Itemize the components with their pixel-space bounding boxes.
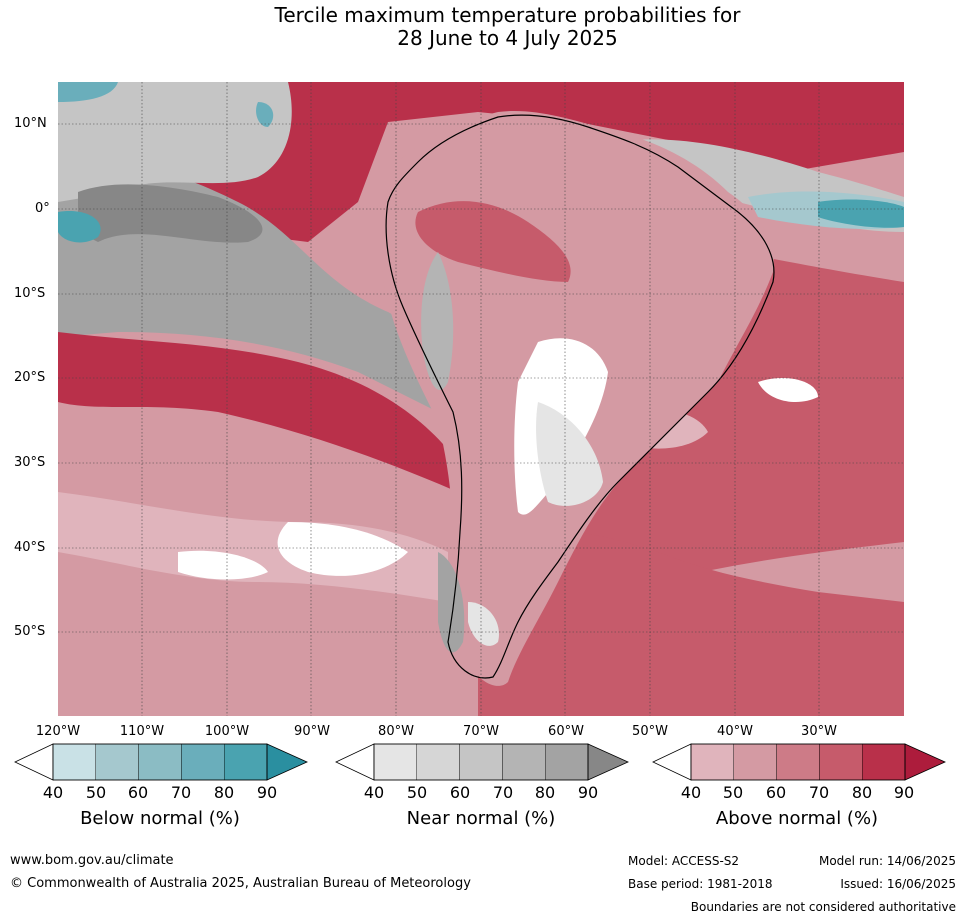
colorbar-outline [373, 743, 589, 781]
lat-label-0: 0° [35, 201, 50, 216]
lon-label-100w: 100°W [204, 724, 250, 739]
colorbar-segment-4 [181, 743, 225, 781]
lon-label-80w: 80°W [378, 724, 414, 739]
near-tick-90: 90 [577, 783, 599, 802]
issued-date: Issued: 16/06/2025 [840, 877, 956, 891]
colorbar-segment-1 [690, 743, 734, 781]
colorbar-upper-extension [266, 743, 308, 781]
continent-shading [380, 111, 774, 686]
lon-label-40w: 40°W [717, 724, 753, 739]
map-title: Tercile maximum temperature probabilitie… [0, 4, 965, 50]
near-tick-60: 60 [449, 783, 471, 802]
lat-label-20s: 20°S [14, 370, 46, 385]
boundaries-disclaimer: Boundaries are not considered authoritat… [690, 900, 956, 914]
near-normal-title: Near normal (%) [406, 808, 556, 829]
colorbar-segment-3 [776, 743, 820, 781]
colorbar-segment-1 [373, 743, 417, 781]
below-tick-70: 70 [170, 783, 192, 802]
colorbar-outline [690, 743, 906, 781]
lon-label-50w: 50°W [632, 724, 668, 739]
colorbar-below-normal [14, 743, 308, 781]
below-tick-90: 90 [256, 783, 278, 802]
colorbar-segment-3 [459, 743, 503, 781]
colorbar-near-normal [335, 743, 629, 781]
above-normal-title: Above normal (%) [715, 808, 879, 829]
colorbar-lower-extension [652, 743, 692, 781]
above-tick-40: 40 [680, 783, 702, 802]
lon-label-120w: 120°W [35, 724, 81, 739]
colorbar-segment-2 [733, 743, 777, 781]
colorbar-segment-1 [52, 743, 96, 781]
model-name: Model: ACCESS-S2 [628, 854, 740, 868]
colorbar-lower-extension [14, 743, 54, 781]
lon-label-110w: 110°W [119, 724, 165, 739]
below-tick-40: 40 [42, 783, 64, 802]
colorbar-segment-5 [544, 743, 589, 781]
lon-label-60w: 60°W [548, 724, 584, 739]
lat-label-30s: 30°S [14, 455, 46, 470]
lat-label-50s: 50°S [14, 624, 46, 639]
colorbar-upper-extension [904, 743, 946, 781]
colorbar-lower-extension [335, 743, 375, 781]
lon-label-90w: 90°W [294, 724, 330, 739]
title-line-1: Tercile maximum temperature probabilitie… [274, 3, 741, 27]
colorbar-segment-5 [223, 743, 268, 781]
above-tick-90: 90 [893, 783, 915, 802]
lat-label-10s: 10°S [14, 286, 46, 301]
title-line-2: 28 June to 4 July 2025 [397, 26, 618, 50]
above-tick-50: 50 [722, 783, 744, 802]
colorbar-above-normal [652, 743, 946, 781]
near-tick-40: 40 [363, 783, 385, 802]
colorbar-segment-4 [502, 743, 546, 781]
below-tick-50: 50 [85, 783, 107, 802]
colorbar-segment-4 [819, 743, 863, 781]
colorbar-upper-extension [587, 743, 629, 781]
above-tick-70: 70 [808, 783, 830, 802]
probability-map [58, 82, 904, 716]
copyright-notice: © Commonwealth of Australia 2025, Austra… [10, 876, 471, 891]
below-normal-title: Below normal (%) [80, 808, 240, 829]
near-tick-70: 70 [492, 783, 514, 802]
lat-label-10n: 10°N [14, 116, 47, 131]
base-period: Base period: 1981-2018 [628, 877, 773, 891]
near-tick-80: 80 [534, 783, 556, 802]
colorbar-segment-2 [416, 743, 460, 781]
lon-label-70w: 70°W [463, 724, 499, 739]
colorbar-segment-5 [861, 743, 906, 781]
lat-label-40s: 40°S [14, 540, 46, 555]
above-tick-80: 80 [851, 783, 873, 802]
model-run-date: Model run: 14/06/2025 [818, 854, 956, 868]
colorbar-outline [52, 743, 268, 781]
website-link[interactable]: www.bom.gov.au/climate [10, 853, 174, 868]
colorbar-segment-3 [138, 743, 182, 781]
near-tick-50: 50 [406, 783, 428, 802]
above-tick-60: 60 [765, 783, 787, 802]
below-tick-80: 80 [213, 783, 235, 802]
below-tick-60: 60 [127, 783, 149, 802]
colorbar-segment-2 [95, 743, 139, 781]
lon-label-30w: 30°W [801, 724, 837, 739]
graticule [58, 82, 904, 716]
south-america-coastline [385, 114, 775, 679]
